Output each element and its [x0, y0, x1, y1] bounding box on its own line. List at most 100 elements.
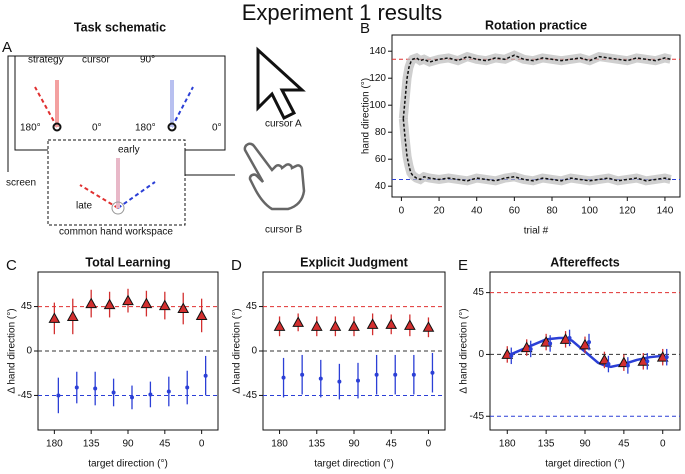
spread-band [398, 118, 672, 186]
y-tick-label: 0 [251, 346, 257, 357]
label: late [76, 201, 93, 212]
y-tick-label: 45 [21, 301, 33, 312]
panel-label: C [6, 257, 17, 274]
marker [348, 320, 360, 331]
x-axis-label: target direction (°) [545, 459, 625, 470]
schematic: A Task schematic strategy cursor 90° 180… [2, 20, 306, 238]
panel-title: Total Learning [85, 255, 170, 269]
y-tick-label: -45 [18, 390, 33, 401]
y-tick-label: -45 [470, 411, 485, 422]
panel-title: Task schematic [74, 20, 166, 34]
figure-title: Experiment 1 results [242, 0, 443, 25]
label: strategy [28, 55, 64, 66]
series-line [402, 54, 671, 119]
x-tick-label: 135 [308, 439, 325, 450]
x-tick-label: 100 [581, 206, 598, 217]
marker [111, 390, 116, 395]
label: 180° [135, 123, 156, 134]
marker [403, 319, 416, 330]
x-tick-label: 180 [499, 439, 516, 450]
marker [567, 335, 572, 340]
marker [130, 395, 134, 400]
start [167, 122, 177, 132]
label: screen [6, 178, 36, 189]
marker [385, 318, 398, 329]
y-axis-label: hand direction (°) [361, 78, 372, 154]
marker [374, 372, 379, 377]
label: 0° [212, 123, 222, 134]
x-tick-label: 45 [618, 439, 630, 450]
marker [166, 389, 171, 394]
x-tick-label: 120 [619, 206, 636, 217]
marker [122, 294, 134, 306]
x-axis-label: target direction (°) [314, 459, 394, 470]
x-tick-label: 0 [399, 206, 405, 217]
x-tick-label: 20 [433, 206, 445, 217]
marker [203, 373, 208, 378]
x-tick-label: 140 [657, 206, 674, 217]
label: cursor A [265, 119, 302, 130]
x-tick-label: 45 [386, 439, 398, 450]
x-tick-label: 90 [122, 439, 134, 450]
y-axis-label: Δ hand direction (°) [7, 308, 18, 393]
marker [393, 372, 398, 377]
marker [158, 299, 171, 311]
marker [292, 316, 305, 327]
hand-arrow [117, 181, 156, 209]
cursor-b-icon [243, 142, 306, 211]
spread-band [398, 50, 672, 120]
label: common hand workspace [59, 227, 173, 238]
panel-title: Aftereffects [550, 255, 620, 269]
x-tick-label: 90 [579, 439, 591, 450]
marker [74, 385, 79, 390]
marker [318, 376, 323, 381]
y-tick-label: 45 [473, 287, 485, 298]
x-axis-label: trial # [524, 226, 549, 237]
screen-frame [15, 55, 235, 176]
x-tick-label: 180 [271, 439, 288, 450]
y-tick-label: 60 [375, 154, 387, 165]
y-axis-label: Δ hand direction (°) [459, 308, 470, 393]
y-tick-label: 140 [369, 46, 386, 57]
y-tick-label: 45 [246, 301, 258, 312]
marker [528, 346, 533, 351]
y-tick-label: 40 [375, 181, 387, 192]
x-tick-label: 0 [660, 439, 666, 450]
x-axis-label: target direction (°) [88, 459, 168, 470]
label: 90° [140, 55, 155, 66]
panel-label: B [360, 20, 370, 37]
marker [625, 363, 630, 368]
marker [85, 297, 98, 309]
start [52, 122, 62, 132]
label: 180° [20, 123, 41, 134]
y-tick-label: 0 [26, 346, 32, 357]
marker [48, 312, 61, 323]
y-tick-label: 100 [369, 100, 386, 111]
cursor-a-icon [256, 46, 306, 121]
marker [366, 318, 379, 329]
series-line [402, 118, 671, 182]
x-tick-label: 60 [509, 206, 521, 217]
label: early [118, 145, 140, 156]
x-tick-label: 0 [199, 439, 205, 450]
label: cursor B [265, 225, 303, 236]
marker [148, 392, 153, 397]
x-tick-label: 90 [348, 439, 360, 450]
marker [93, 386, 98, 391]
marker [56, 393, 61, 398]
marker [422, 321, 435, 332]
x-tick-label: 135 [83, 439, 100, 450]
marker [579, 338, 591, 350]
y-tick-label: -45 [243, 390, 258, 401]
y-tick-label: 0 [478, 349, 484, 360]
marker [548, 341, 553, 346]
x-tick-label: 80 [546, 206, 558, 217]
y-tick-label: 120 [369, 73, 386, 84]
marker [329, 320, 342, 331]
marker [273, 320, 286, 331]
marker [645, 359, 650, 364]
y-tick-label: 80 [375, 127, 387, 138]
label: 0° [92, 123, 102, 134]
marker [606, 362, 611, 367]
